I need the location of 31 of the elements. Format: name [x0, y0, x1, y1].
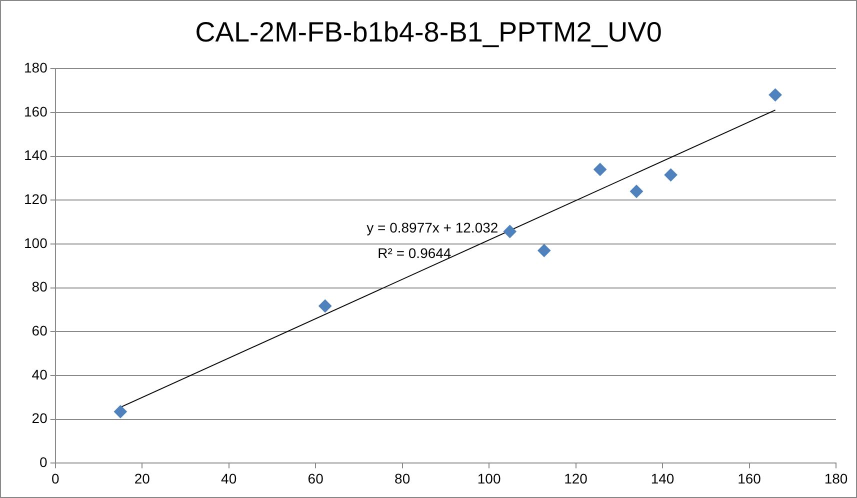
point: [594, 162, 607, 176]
y-tick-label: 0: [40, 454, 48, 470]
y-tick-label: 100: [24, 234, 48, 251]
annotation: y = 0.8977x + 12.032: [366, 219, 498, 236]
y-tick-label: 160: [24, 103, 48, 120]
x-tick-label: 180: [824, 470, 848, 486]
annotation: R² = 0.9644: [378, 244, 452, 261]
x-tick-label: 120: [564, 470, 588, 486]
x-tick-label: 60: [308, 470, 324, 486]
y-tick-label: 140: [24, 147, 48, 164]
point: [630, 184, 644, 198]
chart-title: CAL-2M-FB-b1b4-8-B1_PPTM2_UV0: [195, 16, 662, 48]
y-tick-label: 180: [24, 59, 48, 76]
point: [538, 244, 551, 258]
x-tick-label: 20: [134, 470, 150, 486]
x-tick-label: 40: [221, 470, 237, 486]
x-tick-label: 0: [51, 470, 60, 486]
y-tick-label: 120: [24, 190, 48, 207]
point: [664, 168, 678, 182]
point: [768, 88, 782, 102]
x-tick-label: 80: [394, 470, 410, 486]
x-tick-label: 140: [650, 470, 674, 486]
x-tick-label: 160: [738, 470, 762, 486]
y-tick-label: 20: [32, 410, 48, 426]
y-tick-label: 40: [32, 366, 48, 382]
y-tick-label: 60: [32, 322, 48, 339]
point: [114, 405, 127, 418]
point: [503, 224, 516, 238]
point: [318, 300, 332, 313]
y-tick-label: 80: [32, 278, 48, 295]
x-tick-label: 100: [477, 470, 501, 486]
